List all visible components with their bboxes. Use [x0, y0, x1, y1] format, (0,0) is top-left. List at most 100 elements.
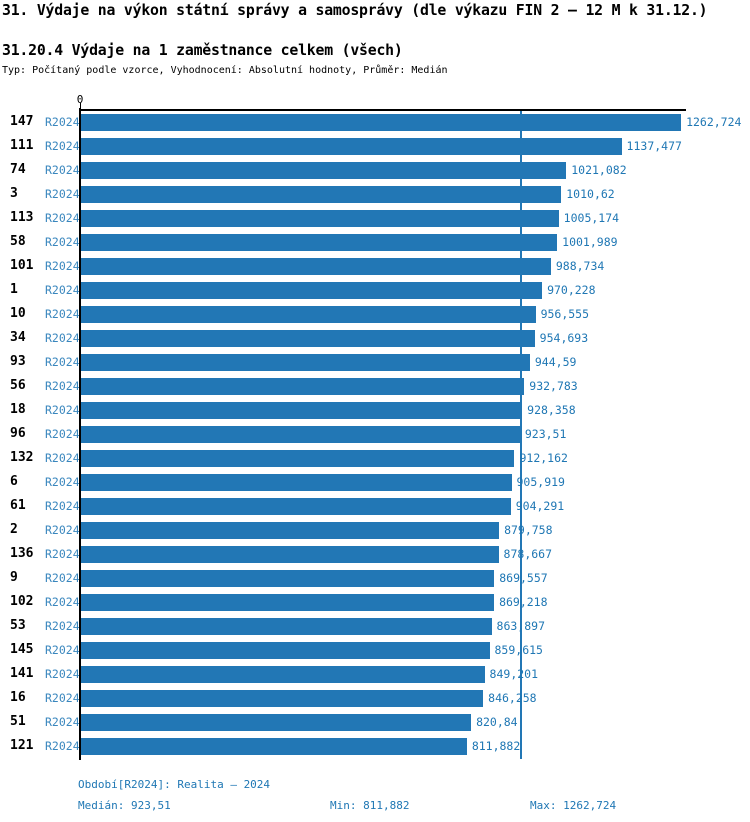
row-category-label: 102 [10, 594, 34, 609]
value-bar [81, 545, 499, 563]
bar-value-label: 923,51 [524, 427, 567, 441]
row-category-label: 1 [10, 282, 18, 297]
row-category-label: 9 [10, 570, 18, 585]
row-category-label: 113 [10, 210, 34, 225]
bar-row: 18 R2024 928,358 [0, 398, 750, 422]
bar-row: 145 R2024 859,615 [0, 638, 750, 662]
bar-row: 3 R2024 1010,62 [0, 182, 750, 206]
row-series-label: R2024 [45, 643, 80, 657]
bar-value-label: 849,201 [489, 667, 539, 681]
axis-zero-tick [79, 103, 81, 110]
bar-row: 96 R2024 923,51 [0, 422, 750, 446]
bar-value-label: 1010,62 [566, 187, 615, 201]
value-bar [81, 521, 500, 539]
bar-row: 113 R2024 1005,174 [0, 206, 750, 230]
row-series-label: R2024 [45, 715, 80, 729]
row-series-label: R2024 [45, 379, 80, 393]
bar-row: 2 R2024 879,758 [0, 518, 750, 542]
bar-row: 1 R2024 970,228 [0, 278, 750, 302]
value-bar [81, 137, 622, 155]
row-category-label: 61 [10, 498, 26, 513]
row-series-label: R2024 [45, 619, 80, 633]
row-category-label: 51 [10, 714, 26, 729]
bar-value-label: 956,555 [540, 307, 590, 321]
row-series-label: R2024 [45, 499, 80, 513]
row-series-label: R2024 [45, 451, 80, 465]
row-category-label: 53 [10, 618, 26, 633]
bar-value-label: 905,919 [516, 475, 565, 489]
bar-value-label: 878,667 [503, 547, 553, 561]
row-series-label: R2024 [45, 403, 80, 417]
value-bar [81, 473, 512, 491]
bar-value-label: 869,218 [499, 595, 548, 609]
row-series-label: R2024 [45, 475, 80, 489]
value-bar [81, 425, 520, 443]
row-category-label: 136 [10, 546, 34, 561]
bar-row: 132 R2024 912,162 [0, 446, 750, 470]
value-bar [81, 449, 515, 467]
bar-value-label: 1001,989 [562, 235, 618, 249]
axis-zero-label: 0 [76, 93, 84, 106]
bar-row: 6 R2024 905,919 [0, 470, 750, 494]
footer-max: Max: 1262,724 [530, 799, 617, 812]
bar-value-label: 928,358 [527, 403, 576, 417]
bar-value-label: 904,291 [515, 499, 565, 513]
row-category-label: 2 [10, 522, 18, 537]
bar-value-label: 944,59 [534, 355, 577, 369]
value-bar [81, 305, 536, 323]
row-series-label: R2024 [45, 235, 80, 249]
bar-value-label: 912,162 [519, 451, 568, 465]
row-series-label: R2024 [45, 283, 80, 297]
row-series-label: R2024 [45, 547, 80, 561]
value-bar [81, 353, 530, 371]
row-series-label: R2024 [45, 667, 80, 681]
bar-row: 53 R2024 863,897 [0, 614, 750, 638]
bar-row: 111 R2024 1137,477 [0, 134, 750, 158]
value-bar [81, 161, 567, 179]
bar-value-label: 1262,724 [686, 115, 742, 129]
row-category-label: 3 [10, 186, 18, 201]
bar-row: 141 R2024 849,201 [0, 662, 750, 686]
bar-value-label: 846,258 [488, 691, 537, 705]
axis-left-line [79, 108, 82, 760]
row-series-label: R2024 [45, 187, 80, 201]
row-category-label: 111 [10, 138, 34, 153]
value-bar [81, 665, 485, 683]
row-category-label: 34 [10, 330, 26, 345]
bar-row: 121 R2024 811,882 [0, 734, 750, 758]
value-bar [81, 497, 511, 515]
bar-value-label: 811,882 [471, 739, 521, 753]
row-series-label: R2024 [45, 739, 80, 753]
bar-row: 136 R2024 878,667 [0, 542, 750, 566]
bar-value-label: 1021,082 [571, 163, 627, 177]
row-category-label: 145 [10, 642, 34, 657]
row-category-label: 96 [10, 426, 26, 441]
bar-row: 101 R2024 988,734 [0, 254, 750, 278]
row-category-label: 132 [10, 450, 34, 465]
bar-value-label: 820,84 [476, 715, 518, 729]
bar-row: 9 R2024 869,557 [0, 566, 750, 590]
row-series-label: R2024 [45, 427, 80, 441]
row-category-label: 141 [10, 666, 34, 681]
row-category-label: 6 [10, 474, 18, 489]
row-series-label: R2024 [45, 331, 80, 345]
value-bar [81, 281, 543, 299]
value-bar [81, 377, 525, 395]
bar-value-label: 869,557 [499, 571, 548, 585]
axis-top-line [79, 109, 686, 111]
bar-row: 56 R2024 932,783 [0, 374, 750, 398]
bar-value-label: 1137,477 [626, 139, 682, 153]
row-series-label: R2024 [45, 139, 80, 153]
row-series-label: R2024 [45, 259, 80, 273]
bar-row: 61 R2024 904,291 [0, 494, 750, 518]
value-bar [81, 209, 559, 227]
value-bar [81, 113, 682, 131]
value-bar [81, 257, 551, 275]
row-series-label: R2024 [45, 355, 80, 369]
row-category-label: 121 [10, 738, 34, 753]
row-series-label: R2024 [45, 691, 80, 705]
bar-row: 93 R2024 944,59 [0, 350, 750, 374]
bar-row: 58 R2024 1001,989 [0, 230, 750, 254]
bar-value-label: 859,615 [494, 643, 543, 657]
